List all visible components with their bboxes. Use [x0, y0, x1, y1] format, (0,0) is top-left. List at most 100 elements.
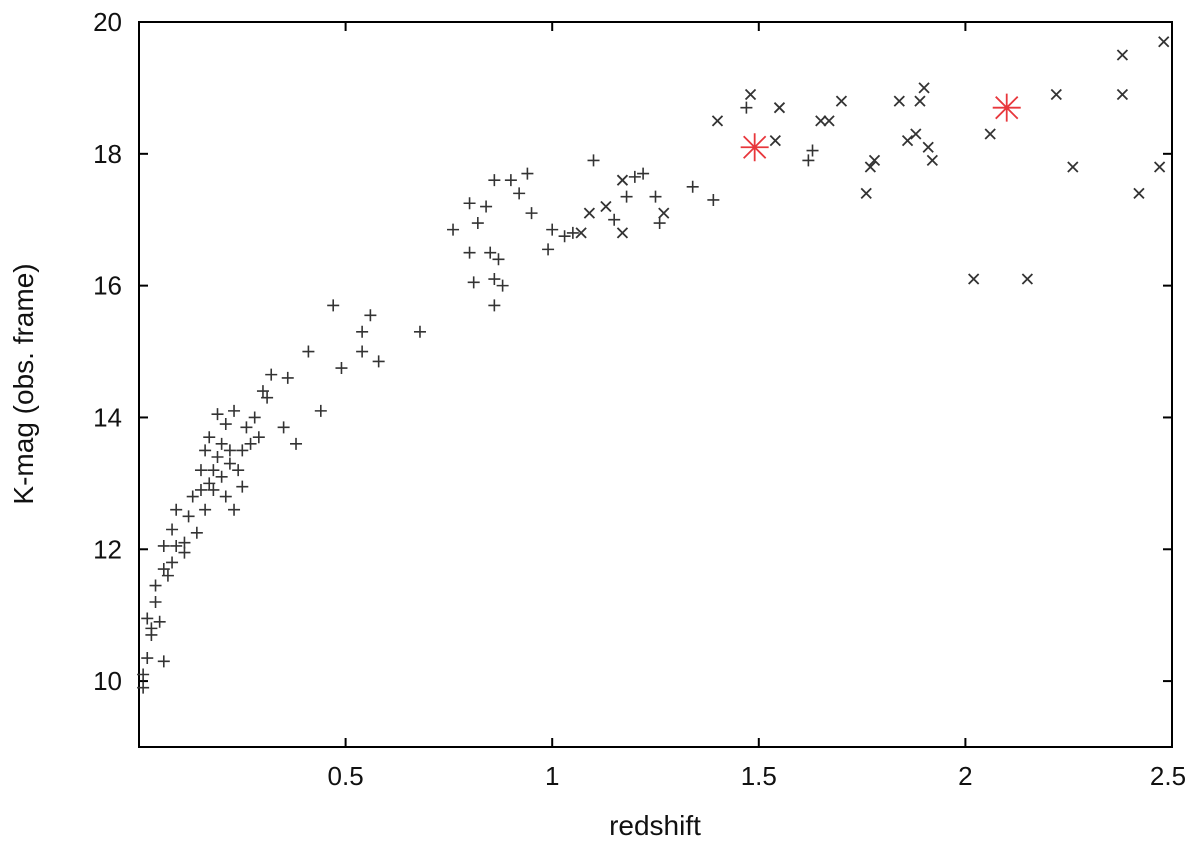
x-tick-label: 2.5: [1150, 761, 1186, 791]
plus-point: [161, 569, 174, 582]
plus-point: [335, 362, 348, 375]
plus-point: [620, 190, 633, 203]
plus-point: [157, 563, 170, 576]
cross-point: [815, 115, 827, 127]
plot-frame: [138, 21, 1173, 748]
plus-point: [302, 345, 315, 358]
plus-point: [252, 431, 265, 444]
cross-point: [769, 134, 781, 147]
plus-point: [215, 437, 228, 450]
plus-point: [496, 279, 509, 292]
plus-point: [504, 174, 517, 187]
cross-point: [773, 102, 786, 114]
plus-point: [558, 230, 571, 243]
plus-point: [546, 223, 559, 236]
plus-point: [178, 546, 191, 559]
plus-point: [256, 385, 269, 398]
cross-point: [658, 207, 670, 219]
plus-point: [223, 457, 236, 470]
plus-point: [203, 477, 216, 490]
cross-point: [918, 82, 930, 94]
star-point: [740, 133, 769, 162]
plus-point: [261, 391, 274, 404]
plus-point: [232, 464, 245, 477]
plus-point: [525, 207, 538, 220]
plus-point: [372, 355, 385, 368]
plus-point: [740, 101, 753, 114]
plus-point: [447, 223, 460, 236]
plus-point: [137, 681, 150, 694]
cross-point: [893, 95, 905, 107]
cross-point: [968, 273, 980, 285]
plus-point: [137, 668, 150, 681]
plus-point: [236, 480, 249, 493]
cross-point: [835, 95, 848, 107]
plus-point: [219, 490, 232, 503]
plus-point: [207, 483, 220, 496]
plus-point: [228, 404, 241, 417]
plus-point: [290, 437, 303, 450]
x-tick-label: 1: [545, 761, 559, 791]
plus-point: [513, 187, 526, 200]
cross-point: [600, 200, 612, 213]
y-tick-label: 14: [93, 402, 122, 432]
plus-point: [356, 345, 369, 358]
plus-point: [149, 596, 162, 608]
plus-point: [211, 451, 224, 463]
plus-point: [566, 226, 579, 239]
plus-point: [166, 556, 179, 569]
plus-point: [186, 490, 199, 503]
cross-point: [1050, 88, 1062, 101]
plus-point: [628, 170, 641, 183]
plus-point: [153, 615, 166, 628]
axis-ticks: [139, 21, 1173, 747]
cross-point: [1133, 187, 1145, 200]
x-tick-labels: 0.5 1 1.5 2 2.5: [328, 761, 1187, 791]
plus-point: [170, 503, 183, 516]
x-tick-label: 2: [958, 761, 972, 791]
plus-point: [463, 246, 476, 259]
data-points: [137, 36, 1170, 694]
plus-point: [166, 523, 179, 536]
plus-point: [488, 299, 501, 312]
cross-point: [860, 187, 872, 200]
plus-point: [240, 421, 253, 434]
plus-point: [207, 464, 220, 477]
cross-point: [1158, 36, 1170, 48]
plus-point: [364, 309, 377, 322]
plus-point: [686, 180, 699, 193]
x-tick-label: 0.5: [328, 761, 364, 791]
plus-point: [281, 371, 294, 384]
plus-point: [653, 217, 666, 230]
cross-point: [575, 227, 587, 239]
cross-point: [711, 115, 724, 127]
plus-point: [236, 444, 249, 457]
plus-point: [492, 253, 505, 266]
y-tick-label: 10: [93, 666, 122, 696]
plus-point: [471, 217, 484, 230]
plus-point: [649, 190, 662, 203]
plus-point: [587, 154, 600, 167]
plus-point: [223, 444, 236, 457]
cross-point: [984, 128, 996, 140]
plus-point: [488, 174, 501, 187]
plus-point: [190, 526, 203, 539]
plus-point: [521, 167, 534, 180]
cross-point: [864, 161, 877, 173]
plus-point: [157, 539, 170, 552]
y-tick-label: 16: [93, 271, 122, 301]
y-tick-labels: 10 12 14 16 18 20: [93, 7, 122, 696]
plus-point: [637, 167, 650, 180]
cross-point: [1067, 161, 1079, 173]
plus-point: [413, 325, 426, 338]
plus-point: [194, 483, 207, 496]
y-tick-label: 20: [93, 7, 122, 37]
cross-point: [914, 95, 926, 107]
plus-point: [277, 421, 290, 434]
plus-point: [802, 154, 815, 167]
cross-point: [926, 154, 938, 167]
plus-point: [182, 510, 195, 523]
plus-point: [327, 299, 340, 312]
cross-point: [1116, 88, 1129, 101]
cross-point: [901, 134, 914, 147]
